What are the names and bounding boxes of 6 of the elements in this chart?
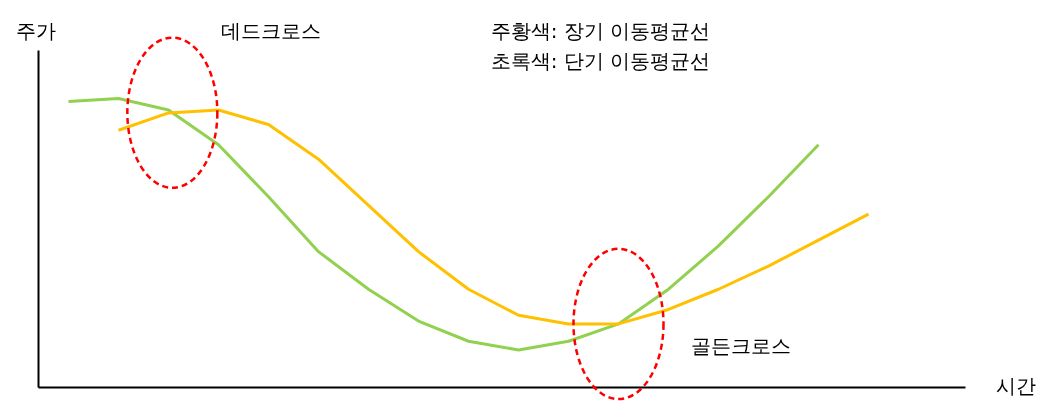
text: 주황색: 장기 이동평균선 [490,18,711,43]
y-axis-title: 주가 [15,18,56,43]
text: 데드크로스 [220,18,321,43]
text: 시간 [995,373,1036,398]
annotation: 골든크로스 [690,333,791,358]
text: 초록색: 단기 이동평균선 [490,48,711,73]
